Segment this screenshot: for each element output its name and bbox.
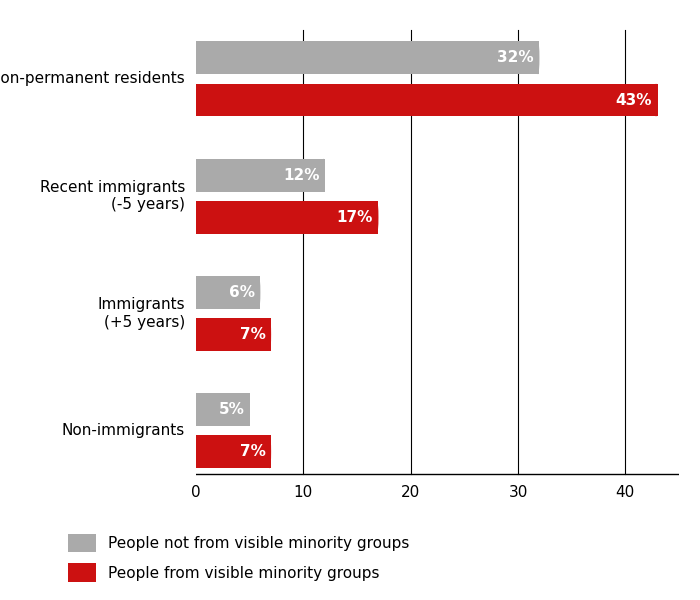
Bar [270, 436, 271, 468]
Bar [196, 276, 259, 309]
Bar [248, 393, 250, 426]
Circle shape [375, 201, 379, 234]
Bar [196, 159, 323, 191]
Text: 43%: 43% [616, 92, 652, 107]
Text: 32%: 32% [498, 50, 534, 65]
Text: 17%: 17% [337, 210, 373, 225]
Bar [259, 276, 260, 309]
Text: 7%: 7% [240, 327, 266, 342]
Circle shape [322, 159, 325, 191]
Bar [323, 159, 325, 191]
Bar [196, 41, 538, 74]
Circle shape [246, 393, 250, 426]
Circle shape [654, 83, 657, 116]
Circle shape [268, 436, 271, 468]
Bar [196, 83, 656, 116]
Bar [196, 436, 270, 468]
Bar [377, 201, 379, 234]
Bar [656, 83, 657, 116]
Circle shape [268, 318, 271, 351]
Text: 12%: 12% [283, 167, 319, 182]
Text: 6%: 6% [229, 285, 255, 300]
Circle shape [536, 41, 540, 74]
Circle shape [258, 276, 260, 309]
Bar [270, 318, 271, 351]
Bar [196, 393, 248, 426]
Text: 5%: 5% [218, 402, 244, 417]
Bar [196, 201, 377, 234]
Bar [196, 318, 270, 351]
Legend: People not from visible minority groups, People from visible minority groups: People not from visible minority groups,… [69, 534, 410, 582]
Bar [538, 41, 540, 74]
Text: 7%: 7% [240, 445, 266, 460]
